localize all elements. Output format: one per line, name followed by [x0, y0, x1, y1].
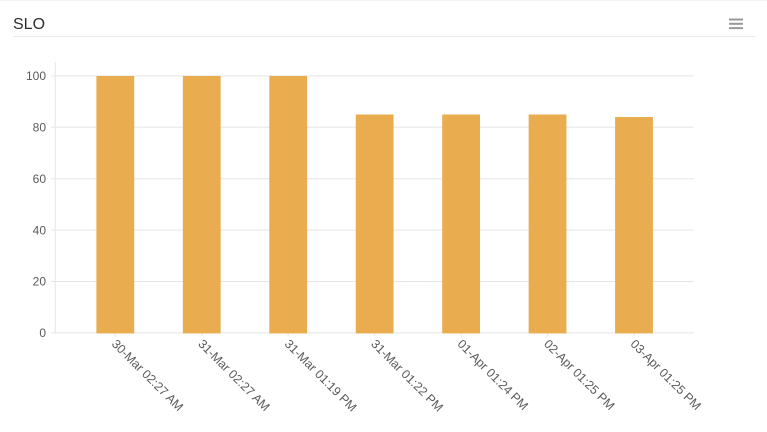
- svg-text:40: 40: [33, 223, 47, 237]
- svg-text:60: 60: [33, 172, 47, 186]
- svg-text:0: 0: [39, 326, 46, 340]
- svg-text:100: 100: [26, 69, 46, 83]
- svg-text:20: 20: [33, 275, 47, 289]
- svg-text:80: 80: [33, 121, 47, 135]
- svg-text:SLO: SLO: [13, 16, 45, 33]
